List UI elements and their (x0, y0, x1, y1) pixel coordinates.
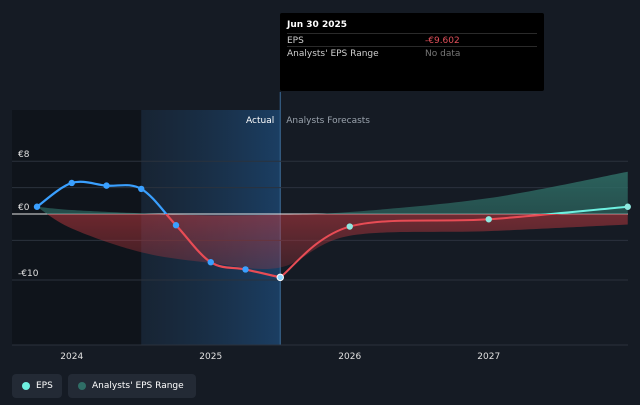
tooltip-row-range: Analysts' EPS Range No data (287, 46, 537, 62)
eps-data-point (242, 266, 249, 273)
eps-data-point (103, 182, 110, 189)
legend-range-label: Analysts' EPS Range (92, 381, 184, 391)
actual-section-label: Actual (246, 116, 274, 126)
eps-data-point (138, 185, 145, 193)
legend-range-toggle[interactable]: Analysts' EPS Range (68, 374, 196, 398)
x-tick-label: 2027 (477, 352, 500, 362)
y-tick-label: -€10 (18, 269, 39, 279)
eps-data-point (172, 222, 180, 229)
eps-forecast-line-positive (540, 205, 628, 214)
eps-data-point (68, 179, 75, 187)
range-legend-dot-icon (78, 382, 86, 390)
eps-legend-dot-icon (22, 382, 30, 390)
eps-data-point (207, 258, 214, 266)
legend-eps-toggle[interactable]: EPS (12, 374, 62, 398)
tooltip-date: Jun 30 2025 (287, 20, 348, 30)
x-tick-label: 2025 (199, 352, 222, 362)
tooltip-eps-value: -€9.602 (425, 36, 460, 46)
tooltip-row-eps: EPS -€9.602 (287, 33, 537, 49)
eps-range-band-positive (37, 171, 628, 214)
legend-eps-label: EPS (36, 381, 53, 391)
y-tick-label: €8 (18, 150, 30, 160)
eps-data-point (346, 223, 353, 230)
eps-data-point (485, 216, 492, 223)
eps-range-band-negative (47, 214, 628, 269)
x-tick-label: 2026 (338, 352, 361, 362)
eps-forecast-line-negative (279, 214, 563, 279)
tooltip-range-label: Analysts' EPS Range (287, 49, 379, 59)
y-tick-label: €0 (18, 203, 30, 213)
tooltip-range-value: No data (425, 49, 461, 59)
eps-data-point (33, 203, 41, 210)
x-tick-label: 2024 (60, 352, 83, 362)
tooltip-eps-label: EPS (287, 36, 304, 46)
eps-data-point (624, 203, 631, 210)
tooltip: Jun 30 2025 EPS -€9.602 Analysts' EPS Ra… (280, 13, 544, 91)
forecast-section-label: Analysts Forecasts (286, 116, 370, 126)
eps-data-point (276, 273, 284, 282)
